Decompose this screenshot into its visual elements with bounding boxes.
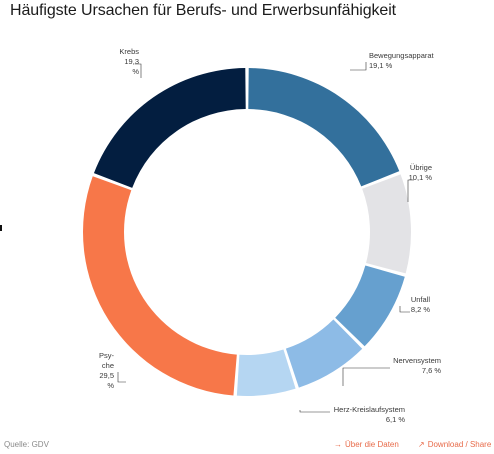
slice-value-label: % (107, 381, 114, 390)
slice-psy-che[interactable] (82, 176, 237, 396)
source-note: Quelle: GDV (4, 440, 49, 449)
slice-herz-kreislaufsystem[interactable] (236, 349, 296, 396)
slice-label: Unfall (411, 295, 431, 304)
slice-label: Bewegungsapparat (369, 51, 435, 60)
slice-label: Herz-Kreislaufsystem (334, 405, 405, 414)
about-data-label: Über die Daten (345, 440, 399, 449)
edge-marker (0, 225, 2, 231)
leader-line (299, 410, 330, 413)
slice-value-label: 8,2 % (411, 305, 431, 314)
arrow-right-icon: → (334, 440, 342, 449)
leader-line (407, 179, 414, 202)
slice-value-label: 19,3 (124, 57, 139, 66)
slice-krebs[interactable] (93, 68, 246, 188)
slice-label: Übrige (410, 163, 432, 172)
slice-bewegungsapparat[interactable] (248, 68, 400, 187)
slice-nervensystem[interactable] (285, 319, 363, 388)
about-data-link[interactable]: → Über die Daten (334, 440, 399, 449)
slice-value-label: 7,6 % (422, 366, 442, 375)
slice-value-label: 6,1 % (386, 415, 406, 424)
download-share-label: Download / Share (427, 440, 492, 449)
chart-title: Häufigste Ursachen für Berufs- und Erwer… (10, 2, 397, 19)
slice-label: Psy- (99, 351, 115, 360)
download-share-link[interactable]: ↗ Download / Share (418, 440, 491, 449)
leader-line (342, 367, 390, 386)
leader-line (135, 63, 142, 78)
slice-value-label: che (102, 361, 114, 370)
slice-value-label: % (132, 67, 139, 76)
leader-line (399, 306, 410, 313)
leader-line (117, 372, 126, 383)
slice-uebrige[interactable] (362, 174, 411, 274)
slice-value-label: 10,1 % (409, 173, 433, 182)
slice-value-label: 29,5 (99, 371, 114, 380)
slice-value-label: 19,1 % (369, 61, 393, 70)
leader-line (350, 62, 367, 71)
slice-unfall[interactable] (335, 265, 405, 347)
slice-label: Nervensystem (393, 356, 441, 365)
arrow-up-right-icon: ↗ (418, 440, 425, 449)
slice-label: Krebs (119, 47, 139, 56)
